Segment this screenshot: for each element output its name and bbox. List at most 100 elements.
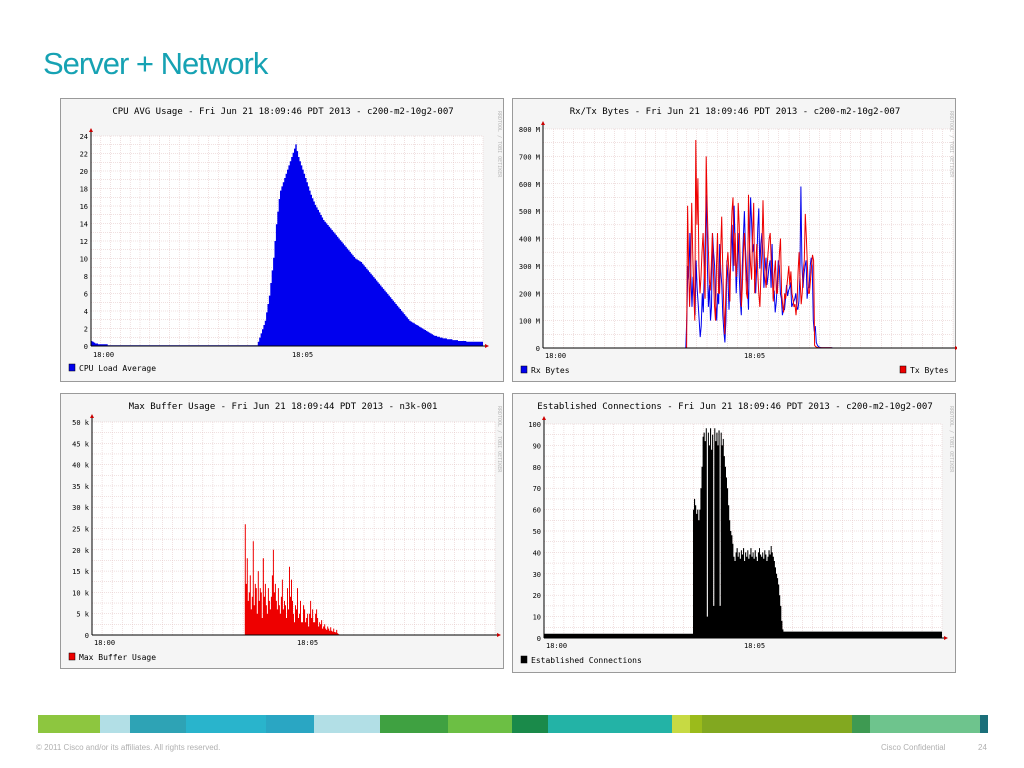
y-tick-label: 800 M: [519, 126, 540, 134]
cpu-usage-chart-svg: CPU AVG Usage - Fri Jun 21 18:09:46 PDT …: [68, 107, 502, 373]
legend-swatch: [68, 652, 76, 661]
max-buffer-usage-chart-svg: Max Buffer Usage - Fri Jun 21 18:09:44 P…: [68, 402, 502, 662]
rrdtool-watermark: RRDTOOL / TOBI OETIKER: [948, 406, 954, 473]
x-axis-arrow: [944, 636, 948, 640]
y-tick-label: 0: [536, 345, 540, 353]
legend-label: Established Connections: [531, 656, 642, 665]
x-tick-label: 18:05: [744, 642, 765, 650]
y-tick-label: 300 M: [519, 263, 540, 271]
y-tick-label: 100 M: [519, 318, 540, 326]
cpu-usage-chart: CPU AVG Usage - Fri Jun 21 18:09:46 PDT …: [60, 98, 504, 382]
y-tick-label: 5 k: [76, 611, 89, 619]
y-tick-label: 0: [84, 343, 88, 351]
y-tick-label: 50: [533, 528, 541, 536]
y-tick-label: 70: [533, 485, 541, 493]
x-tick-label: 18:05: [292, 351, 313, 359]
color-bar-segment: [980, 715, 988, 733]
y-tick-label: 40: [533, 549, 541, 557]
chart-title: Rx/Tx Bytes - Fri Jun 21 18:09:46 PDT 20…: [570, 107, 901, 117]
chart-title: CPU AVG Usage - Fri Jun 21 18:09:46 PDT …: [112, 107, 453, 117]
color-bar-segment: [672, 715, 690, 733]
color-bar-segment: [512, 715, 548, 733]
y-tick-label: 0: [85, 632, 89, 640]
y-tick-label: 18: [80, 186, 88, 194]
rrdtool-watermark: RRDTOOL / TOBI OETIKER: [496, 111, 502, 178]
y-tick-label: 0: [537, 635, 541, 643]
y-tick-label: 100: [528, 421, 541, 429]
y-tick-label: 8: [84, 273, 88, 281]
y-tick-label: 600 M: [519, 181, 540, 189]
confidential-label: Cisco Confidential: [881, 743, 946, 752]
y-tick-label: 20: [533, 592, 541, 600]
legend-swatch: [520, 365, 528, 374]
y-tick-label: 10 k: [72, 589, 90, 597]
color-bar-segment: [852, 715, 870, 733]
established-connections-chart-svg: Established Connections - Fri Jun 21 18:…: [520, 402, 954, 665]
rrdtool-watermark: RRDTOOL / TOBI OETIKER: [948, 111, 954, 178]
chart-title: Established Connections - Fri Jun 21 18:…: [537, 402, 933, 412]
x-tick-label: 18:00: [93, 351, 114, 359]
y-tick-label: 4: [84, 308, 88, 316]
page-number: 24: [978, 743, 987, 752]
legend-swatch: [520, 655, 528, 664]
y-tick-label: 50 k: [72, 419, 90, 427]
y-tick-label: 20: [80, 168, 88, 176]
y-tick-label: 60: [533, 507, 541, 515]
x-axis-arrow: [955, 346, 957, 350]
color-bar-segment: [186, 715, 266, 733]
y-tick-label: 30 k: [72, 504, 90, 512]
rx-tx-bytes-chart-svg: Rx/Tx Bytes - Fri Jun 21 18:09:46 PDT 20…: [519, 107, 957, 375]
x-tick-label: 18:00: [94, 639, 115, 647]
max-buffer-usage-chart: Max Buffer Usage - Fri Jun 21 18:09:44 P…: [60, 393, 504, 669]
series-area-0: [91, 144, 483, 346]
y-tick-label: 200 M: [519, 290, 540, 298]
legend-label: CPU Load Average: [79, 364, 156, 373]
y-tick-label: 40 k: [72, 462, 90, 470]
rx-tx-bytes-chart: Rx/Tx Bytes - Fri Jun 21 18:09:46 PDT 20…: [512, 98, 957, 382]
y-axis-arrow: [89, 128, 93, 132]
rrdtool-watermark: RRDTOOL / TOBI OETIKER: [496, 406, 502, 473]
slide-title: Server + Network: [43, 46, 268, 81]
color-bar-segment: [548, 715, 672, 733]
color-bar-segment: [380, 715, 448, 733]
y-tick-label: 35 k: [72, 483, 90, 491]
y-tick-label: 80: [533, 464, 541, 472]
y-tick-label: 30: [533, 571, 541, 579]
series-area-0: [544, 428, 942, 638]
y-tick-label: 6: [84, 291, 88, 299]
chart-title: Max Buffer Usage - Fri Jun 21 18:09:44 P…: [129, 402, 438, 412]
x-axis-arrow: [485, 344, 489, 348]
y-axis-arrow: [542, 416, 546, 420]
y-axis-arrow: [90, 414, 94, 418]
y-tick-label: 400 M: [519, 236, 540, 244]
y-tick-label: 500 M: [519, 208, 540, 216]
y-tick-label: 24: [80, 133, 88, 141]
y-tick-label: 14: [80, 221, 88, 229]
color-bar-segment: [702, 715, 852, 733]
y-tick-label: 25 k: [72, 526, 90, 534]
y-tick-label: 45 k: [72, 440, 90, 448]
color-bar-segment: [314, 715, 380, 733]
y-tick-label: 10: [80, 256, 88, 264]
color-bar-segment: [130, 715, 186, 733]
legend-swatch: [68, 363, 76, 372]
x-tick-label: 18:00: [545, 352, 566, 360]
color-bar-segment: [266, 715, 314, 733]
y-tick-label: 700 M: [519, 153, 540, 161]
y-tick-label: 20 k: [72, 547, 90, 555]
legend-label: Max Buffer Usage: [79, 653, 156, 662]
y-tick-label: 15 k: [72, 568, 90, 576]
y-axis-arrow: [541, 121, 545, 125]
x-tick-label: 18:05: [297, 639, 318, 647]
y-tick-label: 12: [80, 238, 88, 246]
footer-color-bar: [38, 715, 988, 733]
y-tick-label: 22: [80, 151, 88, 159]
color-bar-segment: [38, 715, 100, 733]
y-tick-label: 16: [80, 203, 88, 211]
legend-label: Rx Bytes: [531, 366, 570, 375]
y-tick-label: 90: [533, 442, 541, 450]
y-tick-label: 10: [533, 614, 541, 622]
color-bar-segment: [100, 715, 130, 733]
x-tick-label: 18:05: [744, 352, 765, 360]
legend-swatch: [899, 365, 907, 374]
